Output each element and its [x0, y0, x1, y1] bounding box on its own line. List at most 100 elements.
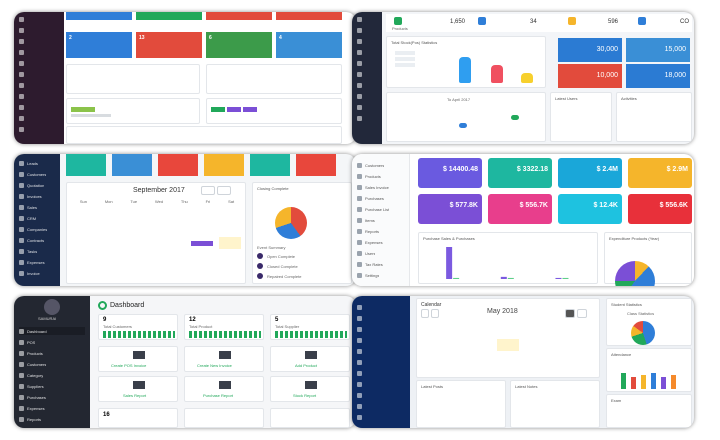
sidebar-item[interactable]	[357, 103, 377, 111]
sidebar-item[interactable]	[357, 92, 377, 100]
menu-item[interactable]: Items	[357, 216, 404, 224]
sidebar-item[interactable]	[19, 70, 59, 78]
sidebar-item[interactable]	[19, 59, 59, 67]
stat-card-green[interactable]: 6	[206, 32, 272, 58]
stat-card-teal[interactable]: 4	[276, 32, 342, 58]
sidebar-item[interactable]: Leads	[19, 159, 55, 167]
sidebar-item[interactable]	[357, 48, 377, 56]
sidebar-item[interactable]	[357, 70, 377, 78]
month-button[interactable]	[217, 186, 231, 195]
menu-item[interactable]: Purchases	[357, 194, 404, 202]
sidebar-item[interactable]	[357, 336, 405, 344]
sidebar-item[interactable]: Tasks	[19, 247, 55, 255]
sidebar-item[interactable]	[19, 26, 59, 34]
sidebar-item[interactable]: Customers	[19, 360, 85, 368]
sidebar-item[interactable]: Companies	[19, 225, 55, 233]
view-month-button[interactable]	[565, 309, 575, 318]
sidebar-item[interactable]: Contracts	[19, 236, 55, 244]
menu-item[interactable]: Sales Invoice	[357, 183, 404, 191]
sidebar-item[interactable]	[357, 325, 405, 333]
sidebar-item[interactable]: Expenses	[19, 404, 85, 412]
menu-item[interactable]: Reports	[357, 227, 404, 235]
sidebar-item[interactable]	[19, 125, 59, 133]
sidebar-item[interactable]	[357, 26, 377, 34]
menu-item[interactable]: Purchase List	[357, 205, 404, 213]
sidebar-item[interactable]: Customers	[19, 170, 55, 178]
tile[interactable]	[296, 154, 336, 176]
sidebar-item[interactable]: Quotation	[19, 181, 55, 189]
action-card[interactable]: Sales Report	[98, 376, 178, 402]
amount-card[interactable]: 30,000	[558, 38, 622, 62]
sidebar-item[interactable]	[357, 358, 405, 366]
dashboard-preview-inventory: Products 1,650 34 596 CO Total Stock(Pos…	[352, 12, 694, 144]
sidebar-item[interactable]	[357, 303, 405, 311]
tile[interactable]	[66, 154, 106, 176]
value-tile[interactable]: $ 3322.18	[488, 158, 552, 188]
sidebar-item[interactable]	[357, 380, 405, 388]
sidebar-item[interactable]	[357, 37, 377, 45]
sidebar-item[interactable]	[357, 402, 405, 410]
value-tile[interactable]: $ 2.4M	[558, 158, 622, 188]
sidebar-item[interactable]	[19, 103, 59, 111]
action-card[interactable]: Stock Report	[270, 376, 350, 402]
sidebar-item[interactable]	[357, 15, 377, 23]
sidebar-item[interactable]: Invoices	[19, 192, 55, 200]
calendar-event[interactable]	[191, 241, 213, 246]
sidebar-item[interactable]: Dashboard	[19, 327, 85, 335]
sidebar-item[interactable]	[19, 37, 59, 45]
stat-card-blue[interactable]: 2	[66, 32, 132, 58]
sidebar-item[interactable]	[19, 48, 59, 56]
sidebar-item[interactable]	[357, 347, 405, 355]
menu-item[interactable]: Settings	[357, 271, 404, 279]
value-tile[interactable]: $ 14400.48	[418, 158, 482, 188]
sidebar-item[interactable]: POS	[19, 338, 85, 346]
sidebar-item[interactable]	[19, 92, 59, 100]
menu-item[interactable]: Products	[357, 172, 404, 180]
tile[interactable]	[250, 154, 290, 176]
stat-card-red[interactable]: 13	[136, 32, 202, 58]
amount-card[interactable]: 15,000	[626, 38, 690, 62]
value-tile[interactable]: $ 2.9M	[628, 158, 692, 188]
sidebar-item[interactable]	[357, 59, 377, 67]
amount-card[interactable]: 10,000	[558, 64, 622, 88]
sidebar-item[interactable]: Sales	[19, 203, 55, 211]
next-button[interactable]	[431, 309, 439, 318]
sidebar-item[interactable]: Invoice	[19, 269, 55, 277]
sidebar-item[interactable]: Reports	[19, 415, 85, 423]
value-tile[interactable]: $ 577.8K	[418, 194, 482, 224]
sidebar-item[interactable]	[357, 314, 405, 322]
sidebar-item[interactable]: Category	[19, 371, 85, 379]
sidebar-item[interactable]: Products	[19, 349, 85, 357]
menu-item[interactable]: Customers	[357, 161, 404, 169]
top-strip	[66, 12, 356, 20]
sidebar-item[interactable]: Purchases	[19, 393, 85, 401]
amount-card[interactable]: 18,000	[626, 64, 690, 88]
view-week-button[interactable]	[577, 309, 587, 318]
value-tile[interactable]: $ 556.7K	[488, 194, 552, 224]
action-card[interactable]: Purchase Report	[184, 376, 264, 402]
sidebar-item[interactable]: Suppliers	[19, 382, 85, 390]
value-tile[interactable]: $ 556.6K	[628, 194, 692, 224]
action-card[interactable]: Add Product	[270, 346, 350, 372]
value-tile[interactable]: $ 12.4K	[558, 194, 622, 224]
sidebar-item[interactable]	[357, 81, 377, 89]
sidebar-item[interactable]	[19, 114, 59, 122]
sidebar-item[interactable]	[357, 413, 405, 421]
prev-button[interactable]	[421, 309, 429, 318]
menu-item[interactable]: Expenses	[357, 238, 404, 246]
sidebar-item[interactable]	[357, 369, 405, 377]
sidebar-item[interactable]	[357, 391, 405, 399]
today-button[interactable]	[201, 186, 215, 195]
tile[interactable]	[204, 154, 244, 176]
sidebar-item[interactable]: Expenses	[19, 258, 55, 266]
sidebar-item[interactable]	[357, 114, 377, 122]
tile[interactable]	[112, 154, 152, 176]
sidebar-item[interactable]: CRM	[19, 214, 55, 222]
action-card[interactable]: Create POS Invoice	[98, 346, 178, 372]
menu-item[interactable]: Users	[357, 249, 404, 257]
sidebar-item[interactable]	[19, 81, 59, 89]
sidebar-item[interactable]	[19, 15, 59, 23]
menu-item[interactable]: Tax Rates	[357, 260, 404, 268]
tile[interactable]	[158, 154, 198, 176]
action-card[interactable]: Create New Invoice	[184, 346, 264, 372]
